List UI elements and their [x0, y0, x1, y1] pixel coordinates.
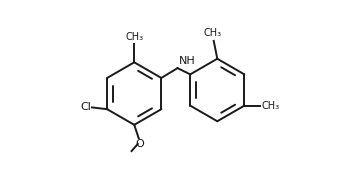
Text: CH₃: CH₃	[125, 32, 143, 42]
Text: O: O	[135, 139, 144, 149]
Text: Cl: Cl	[80, 102, 91, 112]
Text: NH: NH	[179, 56, 196, 66]
Text: CH₃: CH₃	[204, 28, 222, 38]
Text: CH₃: CH₃	[261, 101, 279, 111]
